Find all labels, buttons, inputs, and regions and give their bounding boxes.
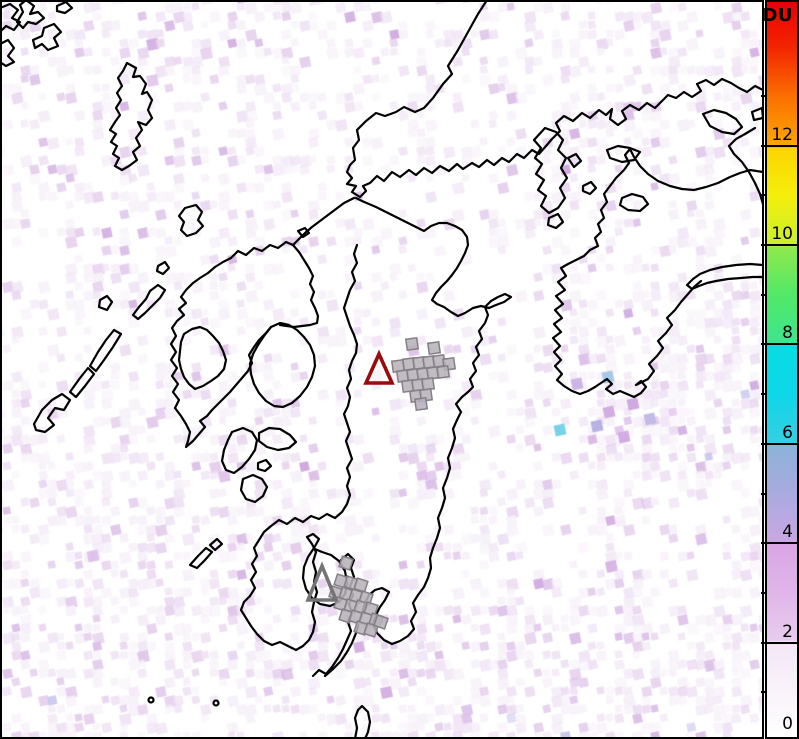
volcano-markers [305, 349, 395, 602]
coastline-honshu [345, 0, 764, 206]
coastline-amakusa-islands [220, 426, 298, 504]
colorbar-minor-tick [761, 591, 767, 594]
detection-pixel [426, 340, 442, 356]
detection-pixel [353, 577, 369, 593]
coastline-tsushima-island [108, 61, 154, 172]
colorbar-tick-label: 10 [771, 224, 793, 244]
volcano-triangle-marker-north [363, 349, 395, 385]
colorbar-minor-tick [761, 393, 767, 396]
colorbar-minor-tick [761, 94, 767, 97]
colorbar-tick-label: 8 [782, 323, 793, 344]
colorbar-tick [761, 244, 797, 246]
colorbar-tick [761, 442, 797, 445]
coastline-inland-sea-islands [532, 106, 764, 230]
colorbar-gradient: 12 10 8 6 4 2 0 [761, 2, 797, 737]
coastline-southern-islets [147, 696, 372, 739]
colorbar-tick-label: 12 [771, 124, 793, 145]
detection-pixel [404, 336, 420, 352]
colorbar-tick-label: 4 [782, 522, 793, 543]
colorbar-minor-tick [761, 691, 767, 694]
coastline-map [0, 0, 764, 739]
detection-pixel-clusters [328, 336, 457, 638]
coastline-hirado [131, 283, 167, 321]
coastlines-korea [0, 0, 74, 68]
detection-pixel [363, 622, 379, 638]
coastline-koshikijima [188, 537, 224, 570]
volcano-triangle-marker-south [305, 561, 339, 602]
colorbar-tick-label: 0 [782, 714, 793, 734]
colorbar-tick [761, 144, 797, 147]
detection-pixel [338, 555, 354, 571]
colorbar-tick-label: 2 [782, 621, 793, 642]
detection-pixel [373, 614, 389, 630]
coastline-iki-and-islets [97, 203, 311, 312]
colorbar: 12 10 8 6 4 2 0 DU [761, 0, 799, 739]
detection-pixel [413, 396, 429, 412]
colorbar-minor-tick [761, 492, 767, 495]
colorbar-minor-tick [761, 194, 767, 197]
colorbar-title: DU [762, 5, 793, 26]
detection-pixel [435, 364, 451, 380]
colorbar-tick [761, 641, 797, 644]
colorbar-tick [761, 542, 797, 545]
colorbar-tick [761, 343, 797, 346]
colorbar-tick-label: 6 [782, 422, 793, 443]
detection-pixel [420, 376, 436, 392]
coastline-goto-islands [32, 328, 123, 434]
colorbar-minor-tick [761, 293, 767, 296]
coastline-shikoku [551, 147, 764, 399]
